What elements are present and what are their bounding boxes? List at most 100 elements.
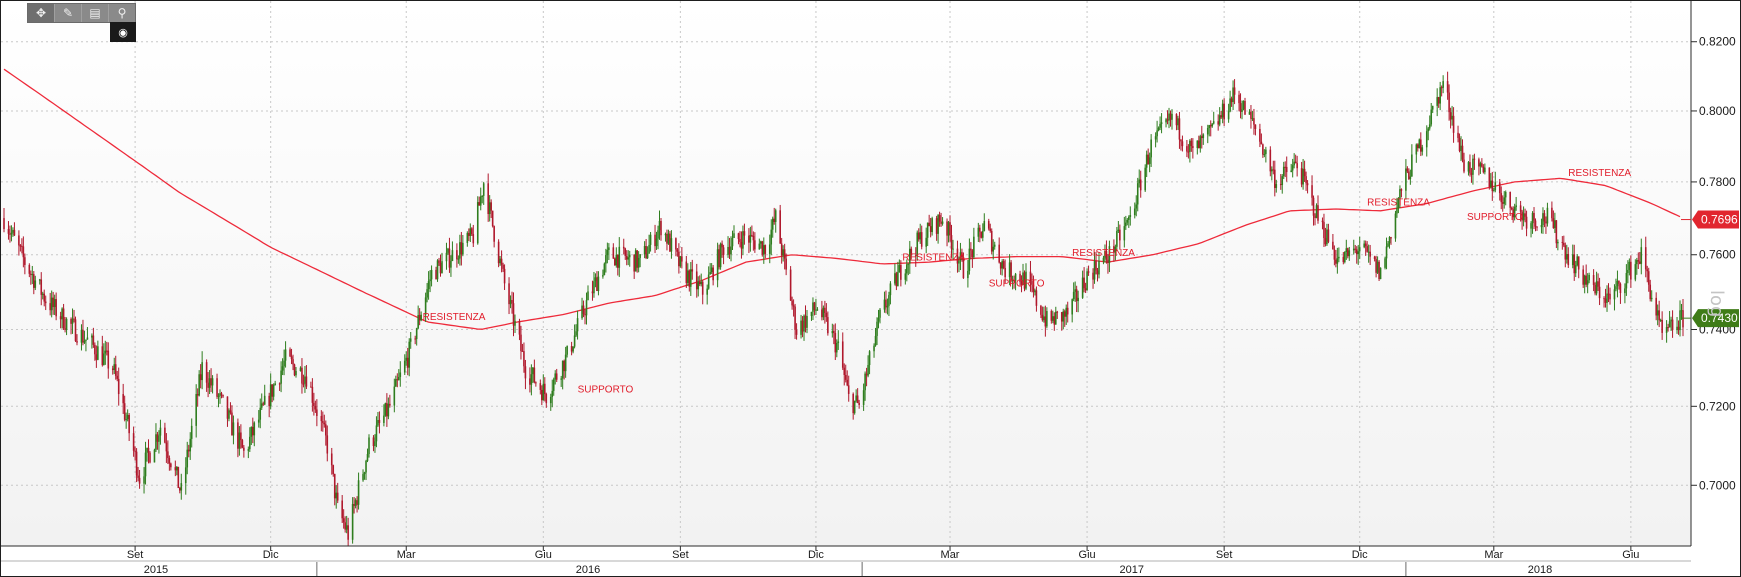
candle-down xyxy=(1020,281,1023,285)
candle-up xyxy=(263,395,266,405)
candle-up xyxy=(643,246,646,255)
candle-up xyxy=(1616,280,1619,287)
candle-up xyxy=(1165,119,1167,123)
candle-down xyxy=(582,305,585,315)
candle-up xyxy=(283,360,285,367)
candle-up xyxy=(190,425,193,439)
candle-down xyxy=(353,503,355,506)
candle-up xyxy=(83,340,86,343)
candle-up xyxy=(345,525,348,530)
candle-down xyxy=(1239,103,1242,112)
candle-down xyxy=(1166,119,1169,121)
candle-down xyxy=(1317,205,1319,221)
candle-up xyxy=(1576,256,1579,266)
candle-up xyxy=(1494,182,1497,191)
draw-line-tool-button[interactable]: ✎ xyxy=(55,4,82,22)
candle-down xyxy=(205,362,208,383)
candle-up xyxy=(447,248,449,253)
candle-up xyxy=(1531,212,1534,224)
candle-up xyxy=(1221,103,1224,118)
candle-down xyxy=(1533,212,1535,221)
settings-button[interactable]: ◉ xyxy=(110,22,136,42)
candle-up xyxy=(605,255,607,264)
candle-down xyxy=(511,299,513,304)
candle-up xyxy=(126,415,129,420)
candle-down xyxy=(1119,229,1121,241)
x-month-label: Giu xyxy=(1079,549,1096,561)
candle-up xyxy=(1336,258,1339,264)
candle-up xyxy=(1248,111,1251,115)
candle-down xyxy=(1220,115,1222,118)
candle-down xyxy=(177,466,180,489)
plot-area xyxy=(1,1,1691,546)
candle-down xyxy=(95,354,98,360)
candle-up xyxy=(561,360,564,379)
notes-tool-button[interactable]: ▤ xyxy=(82,4,109,22)
candle-down xyxy=(59,316,62,320)
candle-down xyxy=(301,367,303,384)
moving-average-tag-box xyxy=(1692,210,1739,229)
candle-up xyxy=(1397,198,1400,208)
candle-down xyxy=(1223,103,1225,120)
candle-down xyxy=(251,426,254,436)
candle-up xyxy=(727,246,729,255)
candle-up xyxy=(602,275,604,277)
candle-up xyxy=(687,270,689,283)
candle-up xyxy=(1326,229,1328,245)
candle-down xyxy=(438,260,440,263)
candle-down xyxy=(821,309,823,318)
moving-average-line xyxy=(3,68,1681,330)
candle-down xyxy=(844,374,847,380)
candle-down xyxy=(940,221,942,224)
candle-down xyxy=(324,424,327,436)
candle-down xyxy=(1618,280,1620,284)
candle-up xyxy=(1571,254,1574,266)
candle-down xyxy=(73,318,75,320)
candle-up xyxy=(894,273,896,284)
candle-up xyxy=(1472,158,1474,175)
zoom-tool-button[interactable]: ⚲ xyxy=(109,4,135,22)
candle-up xyxy=(1540,225,1543,228)
candle-down xyxy=(980,231,983,238)
candle-down xyxy=(1478,159,1480,167)
candle-up xyxy=(1135,204,1138,209)
candle-down xyxy=(685,261,688,283)
candle-down xyxy=(156,434,159,442)
candle-down xyxy=(289,349,291,357)
candle-up xyxy=(634,250,637,272)
candle-down xyxy=(1524,213,1526,217)
candle-up xyxy=(1627,269,1629,273)
candle-up xyxy=(34,280,37,288)
candle-up xyxy=(1659,319,1662,321)
candle-down xyxy=(1375,259,1377,273)
candle-up xyxy=(575,331,577,336)
candle-down xyxy=(543,383,546,395)
candle-down xyxy=(178,488,181,491)
candle-up xyxy=(450,261,452,268)
candle-up xyxy=(295,370,297,376)
candle-down xyxy=(1192,146,1194,148)
candle-down xyxy=(128,415,130,434)
candle-down xyxy=(1481,163,1483,167)
candle-up xyxy=(594,277,597,282)
candle-up xyxy=(606,249,609,256)
candle-down xyxy=(645,246,647,259)
candle-up xyxy=(1077,297,1079,302)
candle-down xyxy=(622,246,625,249)
candle-down xyxy=(1041,314,1044,321)
candle-down xyxy=(1552,218,1555,228)
candle-up xyxy=(429,279,431,282)
candle-up xyxy=(959,252,962,261)
candle-up xyxy=(967,270,969,279)
candle-up xyxy=(41,293,44,295)
candle-down xyxy=(1303,168,1306,177)
candle-up xyxy=(85,339,87,341)
crosshair-tool-button[interactable]: ✥ xyxy=(28,4,55,22)
candle-down xyxy=(1323,222,1325,239)
candle-up xyxy=(597,276,600,292)
candle-down xyxy=(491,210,494,227)
candle-up xyxy=(926,222,929,238)
candle-up xyxy=(1302,168,1304,185)
candle-down xyxy=(1585,275,1587,285)
candle-up xyxy=(907,263,910,265)
